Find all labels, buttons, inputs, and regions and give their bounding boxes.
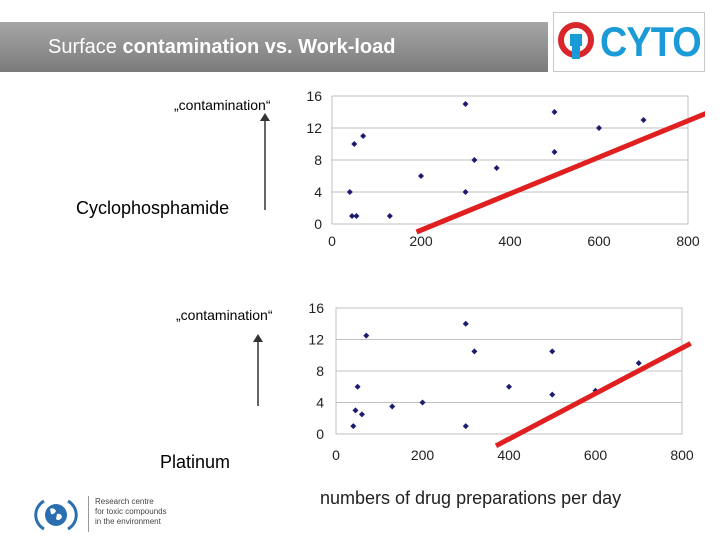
cyclophosphamide-label: Cyclophosphamide bbox=[76, 198, 230, 218]
header-bar bbox=[0, 22, 548, 72]
footer-line: in the environment bbox=[95, 517, 161, 526]
page-title: Surface contamination vs. Work-load bbox=[48, 36, 396, 58]
x-tick-label: 600 bbox=[587, 233, 611, 249]
x-tick-label: 400 bbox=[497, 447, 521, 463]
data-point bbox=[352, 407, 359, 414]
y-tick-label: 16 bbox=[306, 88, 322, 104]
data-point bbox=[386, 213, 393, 219]
data-point bbox=[360, 133, 367, 139]
data-point bbox=[640, 117, 647, 123]
up-arrow-icon bbox=[260, 113, 270, 210]
data-point bbox=[506, 383, 512, 390]
data-point bbox=[462, 101, 469, 107]
data-point bbox=[635, 360, 642, 367]
y-tick-label: 4 bbox=[314, 184, 322, 200]
cyto-logo: CYTO bbox=[553, 12, 705, 72]
x-tick-label: 400 bbox=[498, 233, 522, 249]
x-axis-caption: numbers of drug preparations per day bbox=[320, 488, 622, 508]
data-point bbox=[353, 213, 360, 219]
x-tick-label: 0 bbox=[328, 233, 336, 249]
cyto-logo-icon bbox=[558, 22, 594, 59]
data-point bbox=[462, 320, 469, 327]
x-tick-label: 0 bbox=[332, 447, 340, 463]
x-tick-label: 600 bbox=[584, 447, 608, 463]
platinum-scatter-chart: 0 4 8 12 16 0 200 400 600 800 bbox=[308, 300, 694, 463]
data-point bbox=[471, 157, 478, 163]
data-point bbox=[349, 213, 356, 219]
data-point bbox=[596, 125, 602, 131]
y-tick-label: 0 bbox=[316, 426, 324, 442]
platinum-label: Platinum bbox=[160, 452, 231, 472]
cyclophosphamide-scatter-chart: 0 4 8 12 16 0 200 400 600 800 bbox=[306, 88, 705, 249]
trend-line bbox=[415, 111, 705, 235]
data-point bbox=[549, 391, 556, 398]
footer-line: Research centre bbox=[95, 497, 154, 506]
up-arrow-icon bbox=[253, 334, 263, 406]
y-tick-label: 12 bbox=[306, 120, 322, 136]
footer-divider bbox=[88, 496, 89, 532]
data-point bbox=[350, 423, 357, 430]
x-tick-label: 200 bbox=[409, 233, 433, 249]
x-tick-label: 800 bbox=[670, 447, 694, 463]
y-tick-label: 8 bbox=[314, 152, 322, 168]
y-tick-label: 16 bbox=[308, 300, 324, 316]
research-centre-logo-icon bbox=[34, 499, 78, 531]
y-tick-label: 12 bbox=[308, 332, 324, 348]
x-tick-label: 800 bbox=[676, 233, 700, 249]
data-point bbox=[358, 411, 365, 418]
logo-text: CYTO bbox=[600, 18, 702, 65]
footer-text: Research centre for toxic compounds in t… bbox=[95, 497, 215, 527]
data-point bbox=[389, 403, 396, 410]
data-point bbox=[462, 423, 469, 430]
contamination-label-top: „contamination“ bbox=[174, 97, 271, 113]
footer-line: for toxic compounds bbox=[95, 507, 167, 516]
y-tick-label: 0 bbox=[314, 216, 322, 232]
data-point bbox=[351, 141, 358, 147]
x-tick-label: 200 bbox=[411, 447, 435, 463]
y-tick-label: 4 bbox=[316, 395, 324, 411]
trend-line bbox=[494, 341, 692, 449]
y-tick-label: 8 bbox=[316, 363, 324, 379]
data-point bbox=[354, 383, 361, 390]
contamination-label-bottom: „contamination“ bbox=[176, 307, 273, 323]
data-point bbox=[363, 332, 370, 339]
data-point bbox=[551, 149, 558, 155]
data-point bbox=[462, 189, 469, 195]
data-point bbox=[493, 165, 500, 171]
data-point bbox=[346, 189, 353, 195]
data-point bbox=[419, 399, 426, 406]
data-point bbox=[418, 173, 424, 179]
data-point bbox=[549, 348, 556, 355]
data-point bbox=[551, 109, 558, 115]
data-point bbox=[471, 348, 478, 355]
